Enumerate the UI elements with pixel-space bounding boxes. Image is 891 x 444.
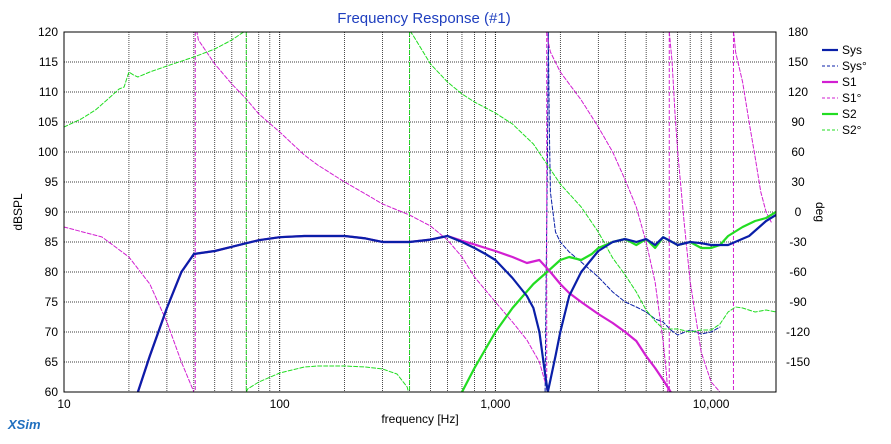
series-line-sys <box>136 213 776 392</box>
series-line-sys-phase <box>544 32 721 392</box>
legend-label: Sys° <box>842 59 867 73</box>
y-tick-label: 60 <box>45 385 59 399</box>
series-line-s2 <box>460 210 776 392</box>
legend: Sys Sys° S1 S1° S2 S2° <box>822 43 867 137</box>
y2-tick-label: -150 <box>786 355 810 369</box>
y-tick-label: 115 <box>39 55 58 69</box>
series-line-s1-phase <box>64 32 772 392</box>
y2-axis-title: deg <box>813 202 827 222</box>
x-tick-label: 100 <box>270 397 290 411</box>
tick-labels: 6065707580859095100105110115120-150-120-… <box>38 25 810 411</box>
legend-label: S2° <box>842 123 862 137</box>
y-tick-label: 70 <box>45 325 59 339</box>
legend-label: S2 <box>842 107 857 121</box>
y-tick-label: 120 <box>38 25 58 39</box>
xsim-brand-logo: XSim <box>7 417 41 432</box>
y-tick-label: 75 <box>45 295 59 309</box>
legend-label: Sys <box>842 43 862 57</box>
y-tick-label: 100 <box>38 145 58 159</box>
y2-tick-label: -60 <box>789 265 807 279</box>
series-line-s2-phase <box>64 32 776 392</box>
series-group <box>64 32 776 392</box>
y-tick-label: 85 <box>45 235 59 249</box>
y2-tick-label: 30 <box>791 175 805 189</box>
y2-tick-label: 150 <box>788 55 808 69</box>
y2-tick-label: -90 <box>789 295 807 309</box>
y2-tick-label: 120 <box>788 85 808 99</box>
x-axis-title: frequency [Hz] <box>381 412 458 426</box>
y-tick-label: 90 <box>45 205 59 219</box>
y-tick-label: 65 <box>45 355 59 369</box>
y-tick-label: 110 <box>39 85 58 99</box>
y2-tick-label: 180 <box>788 25 808 39</box>
y2-tick-label: 0 <box>795 205 802 219</box>
legend-label: S1 <box>842 75 857 89</box>
plot-frame <box>63 31 777 393</box>
legend-label: S1° <box>842 91 862 105</box>
y2-tick-label: -120 <box>786 325 810 339</box>
y2-tick-label: 60 <box>791 145 805 159</box>
y-tick-label: 80 <box>45 265 59 279</box>
y-tick-label: 95 <box>45 175 59 189</box>
y-axis-title: dBSPL <box>11 193 25 231</box>
x-tick-label: 10,000 <box>693 397 730 411</box>
y-tick-label: 105 <box>38 115 58 129</box>
chart-title: Frequency Response (#1) <box>337 10 510 27</box>
y2-tick-label: 90 <box>791 115 805 129</box>
x-tick-label: 10 <box>57 397 71 411</box>
x-tick-label: 1,000 <box>480 397 510 411</box>
y2-tick-label: -30 <box>789 235 807 249</box>
